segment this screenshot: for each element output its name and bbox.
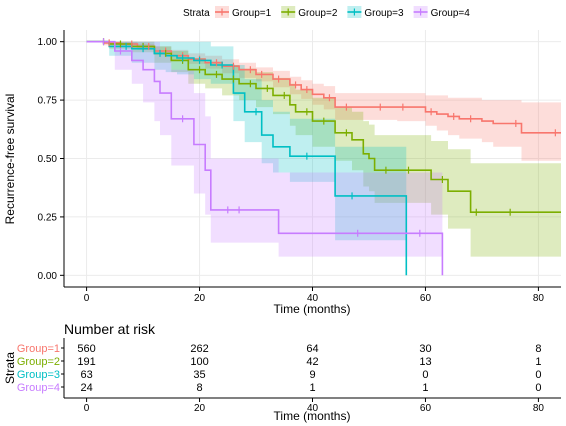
x-tick-label: 40 bbox=[307, 293, 319, 304]
risk-cell: 13 bbox=[419, 356, 431, 368]
y-axis-title: Recurrence-free survival bbox=[3, 94, 17, 225]
risk-cell: 0 bbox=[535, 382, 541, 394]
risk-table-strata-title: Strata bbox=[3, 352, 17, 384]
risk-row-label: Group=3 bbox=[17, 369, 60, 381]
y-tick-label: 0.75 bbox=[38, 96, 58, 107]
risk-cell: 9 bbox=[309, 369, 315, 381]
survival-line-group-4 bbox=[86, 40, 444, 276]
risk-table-title: Number at risk bbox=[64, 321, 156, 337]
risk-table: Number at risk Group=1 560 262 64 30 8 Group=2… bbox=[3, 321, 561, 423]
risk-cell: 1 bbox=[422, 382, 428, 394]
risk-cell: 63 bbox=[80, 369, 92, 381]
y-tick-label: 0.00 bbox=[38, 271, 58, 282]
x-tick-label: 20 bbox=[194, 293, 206, 304]
risk-cell: 30 bbox=[419, 343, 431, 355]
x-tick-label: 0 bbox=[84, 293, 90, 304]
risk-cell: 8 bbox=[196, 382, 202, 394]
confidence-bands bbox=[86, 41, 561, 257]
y-tick-label: 0.50 bbox=[38, 154, 58, 165]
y-axis-ticks: 0.00 0.25 0.50 0.75 1.00 bbox=[38, 37, 64, 282]
survival-line-group-2 bbox=[86, 40, 561, 213]
risk-cell: 560 bbox=[77, 343, 95, 355]
confidence-band-group-1 bbox=[86, 41, 561, 161]
risk-row-label: Group=1 bbox=[17, 343, 60, 355]
risk-cell: 24 bbox=[80, 382, 92, 394]
risk-x-tick-label: 20 bbox=[194, 403, 206, 414]
y-tick-label: 0.25 bbox=[38, 212, 58, 223]
risk-row-label: Group=4 bbox=[17, 382, 60, 394]
risk-cell: 262 bbox=[190, 343, 208, 355]
risk-cell: 100 bbox=[190, 356, 208, 368]
risk-cell: 35 bbox=[193, 369, 205, 381]
survival-plot: 0.00 0.25 0.50 0.75 1.00 0 20 40 60 80 Recurrenc… bbox=[3, 30, 561, 316]
legend: Strata Group=1 Group=2 Group=3 Group=4 bbox=[183, 6, 470, 19]
risk-cell: 1 bbox=[535, 356, 541, 368]
legend-label: Group=4 bbox=[431, 8, 471, 19]
legend-title: Strata bbox=[183, 8, 210, 19]
risk-x-tick-label: 40 bbox=[307, 403, 319, 414]
risk-table-x-title: Time (months) bbox=[274, 409, 351, 423]
plot-grid bbox=[64, 30, 561, 287]
x-tick-label: 60 bbox=[420, 293, 432, 304]
confidence-band-group-2 bbox=[86, 41, 561, 257]
x-tick-label: 80 bbox=[533, 293, 545, 304]
risk-cell: 1 bbox=[309, 382, 315, 394]
risk-cell: 0 bbox=[422, 369, 428, 381]
legend-label: Group=3 bbox=[364, 8, 404, 19]
legend-label: Group=2 bbox=[298, 8, 338, 19]
confidence-band-group-4 bbox=[86, 41, 443, 257]
survival-curves bbox=[86, 40, 561, 276]
risk-cell: 64 bbox=[306, 343, 318, 355]
risk-cell: 8 bbox=[535, 343, 541, 355]
risk-cell: 42 bbox=[306, 356, 318, 368]
censor-marks bbox=[102, 38, 556, 237]
legend-label: Group=1 bbox=[232, 8, 272, 19]
confidence-band-group-3 bbox=[86, 41, 407, 241]
risk-x-tick-label: 60 bbox=[420, 403, 432, 414]
risk-cell: 0 bbox=[535, 369, 541, 381]
x-axis-title: Time (months) bbox=[274, 302, 351, 316]
risk-table-x-ticks: 0 20 40 60 80 bbox=[84, 398, 545, 414]
risk-cell: 191 bbox=[77, 356, 95, 368]
risk-x-tick-label: 0 bbox=[84, 403, 90, 414]
survival-line-group-3 bbox=[86, 40, 408, 276]
risk-x-tick-label: 80 bbox=[533, 403, 545, 414]
x-axis-ticks: 0 20 40 60 80 bbox=[84, 287, 545, 304]
risk-row-label: Group=2 bbox=[17, 356, 60, 368]
y-tick-label: 1.00 bbox=[38, 37, 58, 48]
